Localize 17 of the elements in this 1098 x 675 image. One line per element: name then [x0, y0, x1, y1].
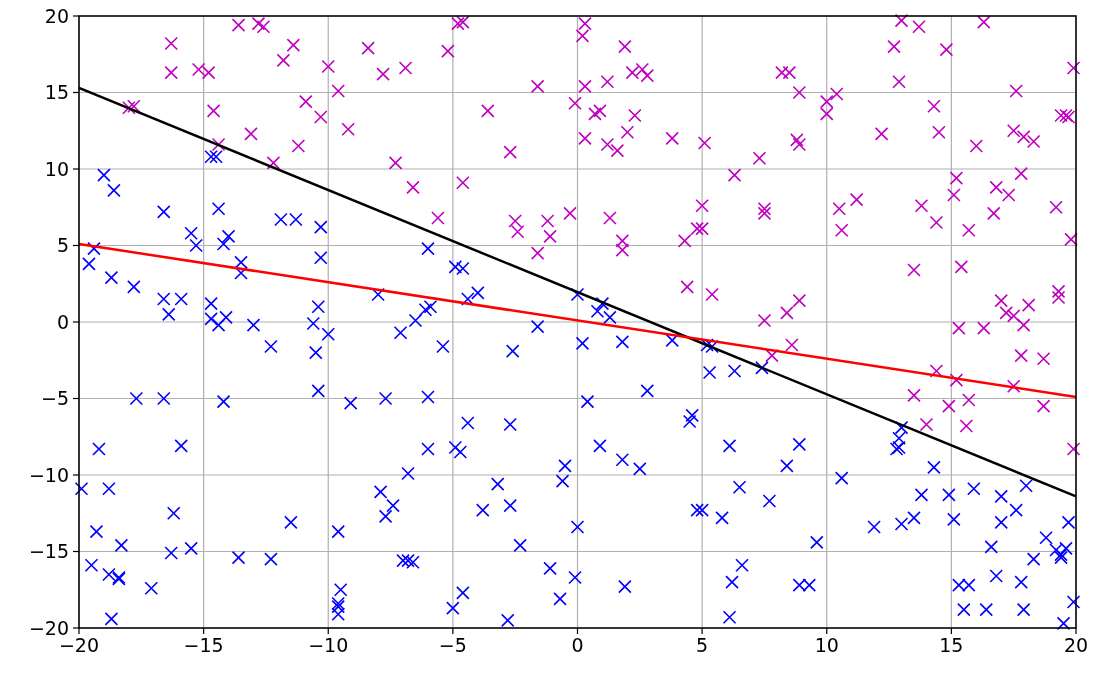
x-tick-label: 0	[571, 634, 584, 656]
x-tick-label: −15	[183, 634, 224, 656]
x-tick-label: −5	[438, 634, 467, 656]
y-tick-label: −20	[28, 616, 69, 639]
x-tick-label: 15	[939, 634, 964, 656]
x-tick-label: 20	[1063, 634, 1089, 656]
x-tick-label: 10	[814, 634, 839, 656]
y-tick-label: −5	[40, 387, 69, 410]
y-tick-label: 0	[56, 310, 69, 333]
y-tick-label: 5	[56, 234, 69, 257]
y-tick-label: 20	[44, 4, 69, 27]
y-tick-label: 10	[44, 157, 69, 180]
x-tick-label: 5	[696, 634, 709, 656]
x-tick-label: −10	[308, 634, 349, 656]
y-tick-label: 15	[44, 81, 69, 104]
y-tick-label: −10	[28, 463, 69, 486]
y-tick-label: −15	[28, 540, 69, 563]
